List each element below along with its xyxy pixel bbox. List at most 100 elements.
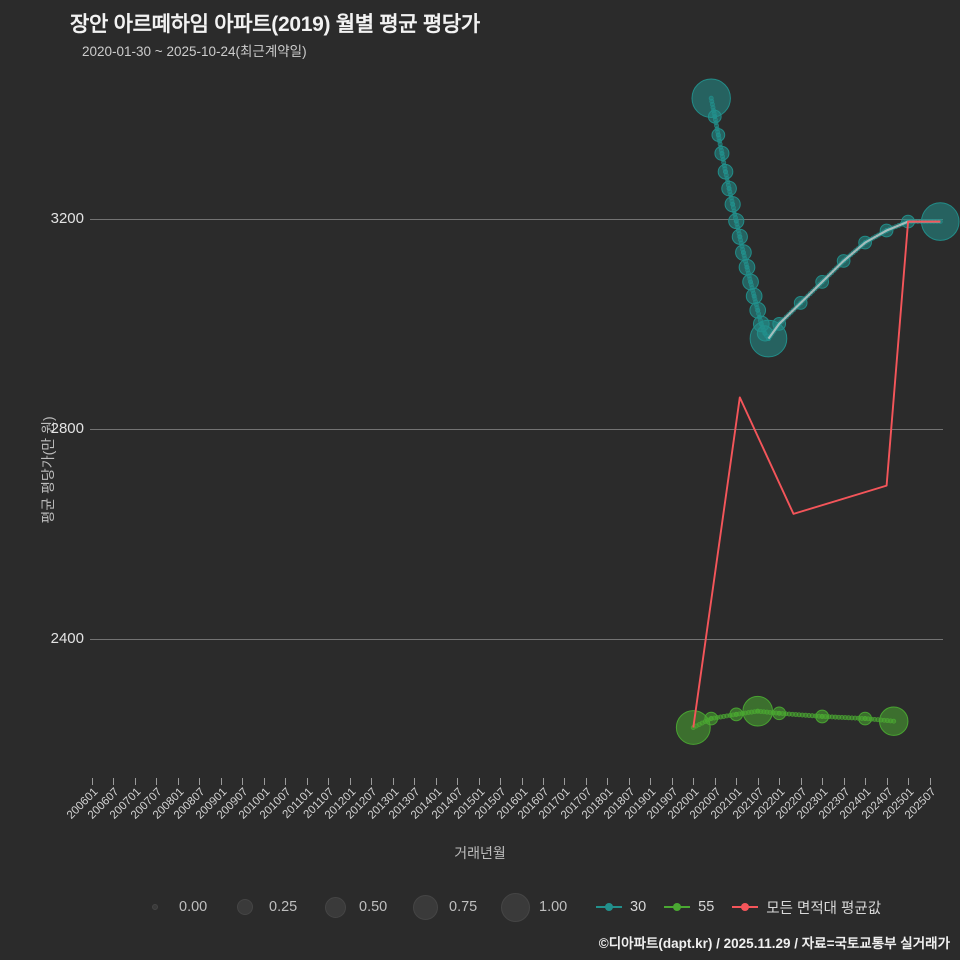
series-marker xyxy=(724,196,741,213)
series-connector-dot xyxy=(776,710,782,716)
series-connector-dot xyxy=(716,135,722,141)
legend-series-swatch xyxy=(596,903,622,911)
series-connector-dot xyxy=(862,716,868,722)
series-connector-dot xyxy=(764,709,770,715)
x-tick-mark xyxy=(177,778,179,785)
series-connector-dot xyxy=(738,237,744,243)
series-connector-dot xyxy=(753,299,759,305)
series-connector-dot xyxy=(848,252,854,258)
series-marker xyxy=(707,109,722,124)
series-marker xyxy=(711,128,726,142)
x-tick-mark xyxy=(113,778,115,785)
series-connector-dot xyxy=(730,712,736,718)
series-connector-dot xyxy=(819,714,825,719)
series-connector-dot xyxy=(924,219,930,225)
series-connector-dot xyxy=(755,307,761,313)
series-connector-dot xyxy=(712,117,718,123)
series-connector-dot xyxy=(725,179,731,185)
x-tick-mark xyxy=(306,778,308,785)
series-marker xyxy=(879,706,909,736)
series-line-average xyxy=(692,220,941,728)
series-connector-dot xyxy=(743,710,748,716)
series-connector-dot xyxy=(726,186,732,191)
series-connector-dot xyxy=(718,147,724,153)
series-connector-dot xyxy=(856,715,861,721)
series-connector-dot xyxy=(725,182,731,188)
series-marker xyxy=(756,325,773,342)
series-connector-dot xyxy=(719,150,725,156)
series-connector-dot xyxy=(721,160,727,165)
series-connector-dot xyxy=(841,258,847,264)
series-connector-dot xyxy=(798,300,804,306)
series-connector-dot xyxy=(733,711,739,717)
series-connector-dot xyxy=(754,304,760,310)
series-connector-dot xyxy=(737,234,743,240)
series-connector-dot xyxy=(817,281,823,287)
series-connector-dot xyxy=(761,709,767,715)
series-marker xyxy=(742,695,774,727)
series-connector-dot xyxy=(902,220,908,226)
series-connector-dot xyxy=(878,231,884,236)
series-connector-dot xyxy=(893,224,899,230)
series-connector-dot xyxy=(757,314,762,320)
series-connector-dot xyxy=(743,261,749,267)
series-connector-dot xyxy=(749,285,755,291)
series-connector-dot xyxy=(709,101,715,107)
y-gridline xyxy=(100,428,943,430)
series-marker xyxy=(738,258,756,276)
series-connector-dot xyxy=(896,222,902,228)
series-connector-dot xyxy=(702,719,708,724)
series-connector-dot xyxy=(934,219,940,225)
x-tick-mark xyxy=(865,778,867,785)
legend-size-item: 1.00 xyxy=(500,890,567,924)
x-tick-mark xyxy=(714,778,716,785)
series-connector-dot xyxy=(776,710,782,716)
legend-size-label: 1.00 xyxy=(539,899,568,915)
x-tick-mark xyxy=(800,778,802,785)
y-tick-mark xyxy=(90,638,100,640)
series-connector-dot xyxy=(826,272,832,278)
series-connector-dot xyxy=(745,267,751,273)
series-connector-dot xyxy=(791,307,796,313)
legend-series-label: 모든 면적대 평균값 xyxy=(766,900,882,917)
series-connector-dot xyxy=(730,201,736,207)
legend-size-label: 0.00 xyxy=(179,899,208,915)
legend-size-bubble xyxy=(237,899,253,915)
series-connector-dot xyxy=(693,723,699,729)
series-connector-dot xyxy=(884,718,890,724)
chart-title: 장안 아르떼하임 아파트(2019) 월별 평균 평당가 xyxy=(70,13,480,36)
series-connector-dot xyxy=(730,205,736,211)
series-connector-dot xyxy=(758,321,764,327)
series-connector-dot xyxy=(781,316,787,322)
series-connector-dot xyxy=(747,276,753,282)
series-connector-dot xyxy=(803,712,809,718)
series-connector-dot xyxy=(708,716,714,722)
x-tick-mark xyxy=(392,778,394,785)
series-connector-dot xyxy=(776,321,782,327)
x-tick-mark xyxy=(628,778,630,785)
series-connector-dot xyxy=(752,709,758,715)
y-tick-mark xyxy=(90,428,100,430)
series-marker xyxy=(675,710,711,745)
legend-size-item: 0.75 xyxy=(410,890,477,924)
legend-series-item[interactable]: 30 xyxy=(596,899,646,915)
series-connector-dot xyxy=(873,234,879,239)
series-connector-dot xyxy=(872,716,878,722)
x-tick-mark xyxy=(263,778,265,785)
series-connector-dot xyxy=(810,288,816,294)
series-connector-dot xyxy=(767,709,773,715)
series-connector-dot xyxy=(734,221,740,227)
series-connector-dot xyxy=(842,715,848,721)
series-connector-dot xyxy=(750,287,756,293)
series-connector-dot xyxy=(805,293,811,299)
series-connector-dot xyxy=(776,321,782,327)
x-tick-mark xyxy=(220,778,222,785)
legend-series-item[interactable]: 모든 면적대 평균값 xyxy=(732,897,881,918)
series-connector-dot xyxy=(720,153,725,159)
legend-size-label: 0.25 xyxy=(269,899,298,915)
series-connector-dot xyxy=(741,253,747,258)
series-connector-dot xyxy=(819,279,825,285)
x-tick-mark xyxy=(929,778,931,785)
legend-series-item[interactable]: 55 xyxy=(664,899,714,915)
series-connector-dot xyxy=(730,201,736,207)
